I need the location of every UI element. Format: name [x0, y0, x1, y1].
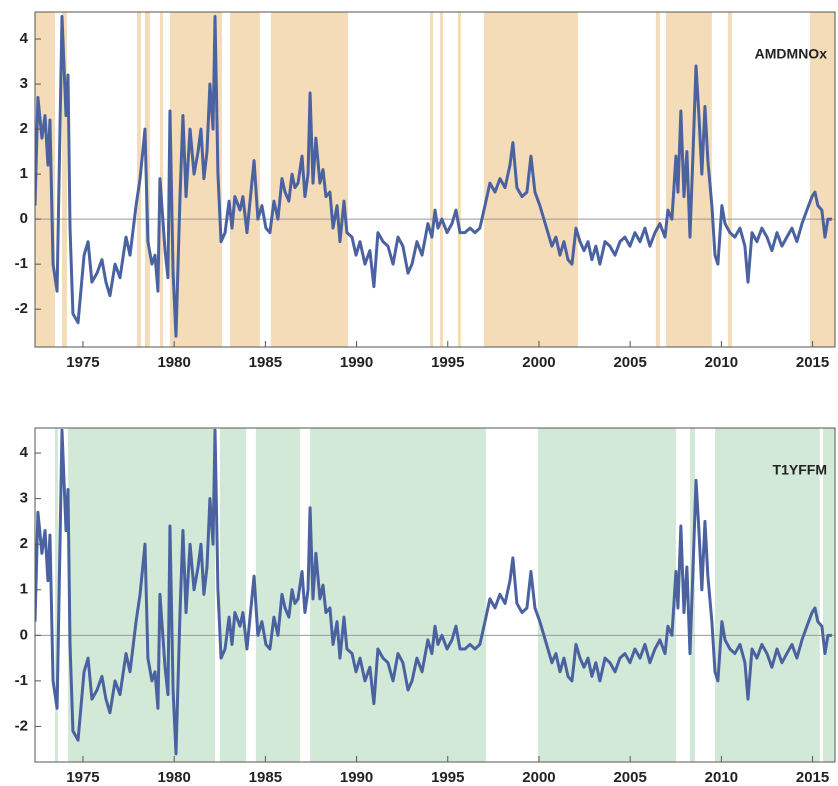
plot-area [35, 12, 835, 347]
x-tick-label: 1990 [340, 769, 373, 786]
y-tick-label: 3 [20, 490, 28, 507]
x-tick-label: 1995 [431, 354, 464, 371]
x-tick-label: 2005 [613, 769, 646, 786]
y-tick-label: 1 [20, 165, 28, 182]
y-tick-label: -2 [15, 717, 28, 734]
y-tick-label: 3 [20, 75, 28, 92]
y-tick-label: 0 [20, 626, 28, 643]
x-tick-label: 1985 [249, 354, 282, 371]
shaded-region [55, 428, 58, 762]
shaded-region [61, 12, 67, 347]
y-tick-label: 2 [20, 120, 28, 137]
x-tick-label: 2010 [705, 354, 738, 371]
x-tick-label: 1990 [340, 354, 373, 371]
series-label: AMDMNOx [755, 46, 828, 62]
shaded-region [35, 12, 56, 347]
shaded-region [727, 12, 732, 347]
axes-frame [34, 427, 836, 763]
x-tick-label: 1975 [66, 769, 99, 786]
shaded-region [822, 428, 835, 762]
shaded-region [429, 12, 433, 347]
x-tick-label: 2000 [522, 769, 555, 786]
shaded-region [457, 12, 461, 347]
x-tick-label: 2015 [796, 769, 829, 786]
data-line [35, 15, 832, 338]
y-tick-label: 4 [20, 30, 29, 47]
data-line [35, 428, 832, 756]
shaded-region [219, 428, 247, 762]
shaded-region [537, 428, 676, 762]
shaded-region [439, 12, 444, 347]
shaded-region [655, 12, 660, 347]
shaded-region [310, 428, 486, 762]
shaded-region [68, 428, 216, 762]
x-tick-label: 1980 [157, 769, 190, 786]
y-tick-label: 0 [20, 210, 28, 227]
shaded-region [714, 428, 820, 762]
plot-area [35, 428, 835, 762]
x-tick-label: 1995 [431, 769, 464, 786]
axes-frame [34, 11, 836, 348]
x-tick-label: 1980 [157, 354, 190, 371]
y-tick-label: 2 [20, 535, 28, 552]
shaded-region [810, 12, 835, 347]
x-tick-label: 2005 [613, 354, 646, 371]
x-tick-label: 1975 [66, 354, 99, 371]
y-tick-label: -1 [15, 255, 28, 272]
shaded-region [483, 12, 579, 347]
series-label: T1YFFM [773, 462, 827, 478]
y-tick-label: -2 [15, 300, 28, 317]
y-tick-label: -1 [15, 672, 28, 689]
x-tick-label: 1985 [249, 769, 282, 786]
x-tick-label: 2010 [705, 769, 738, 786]
x-tick-label: 2015 [796, 354, 829, 371]
y-tick-label: 4 [20, 444, 29, 461]
y-tick-label: 1 [20, 581, 28, 598]
x-tick-label: 2000 [522, 354, 555, 371]
